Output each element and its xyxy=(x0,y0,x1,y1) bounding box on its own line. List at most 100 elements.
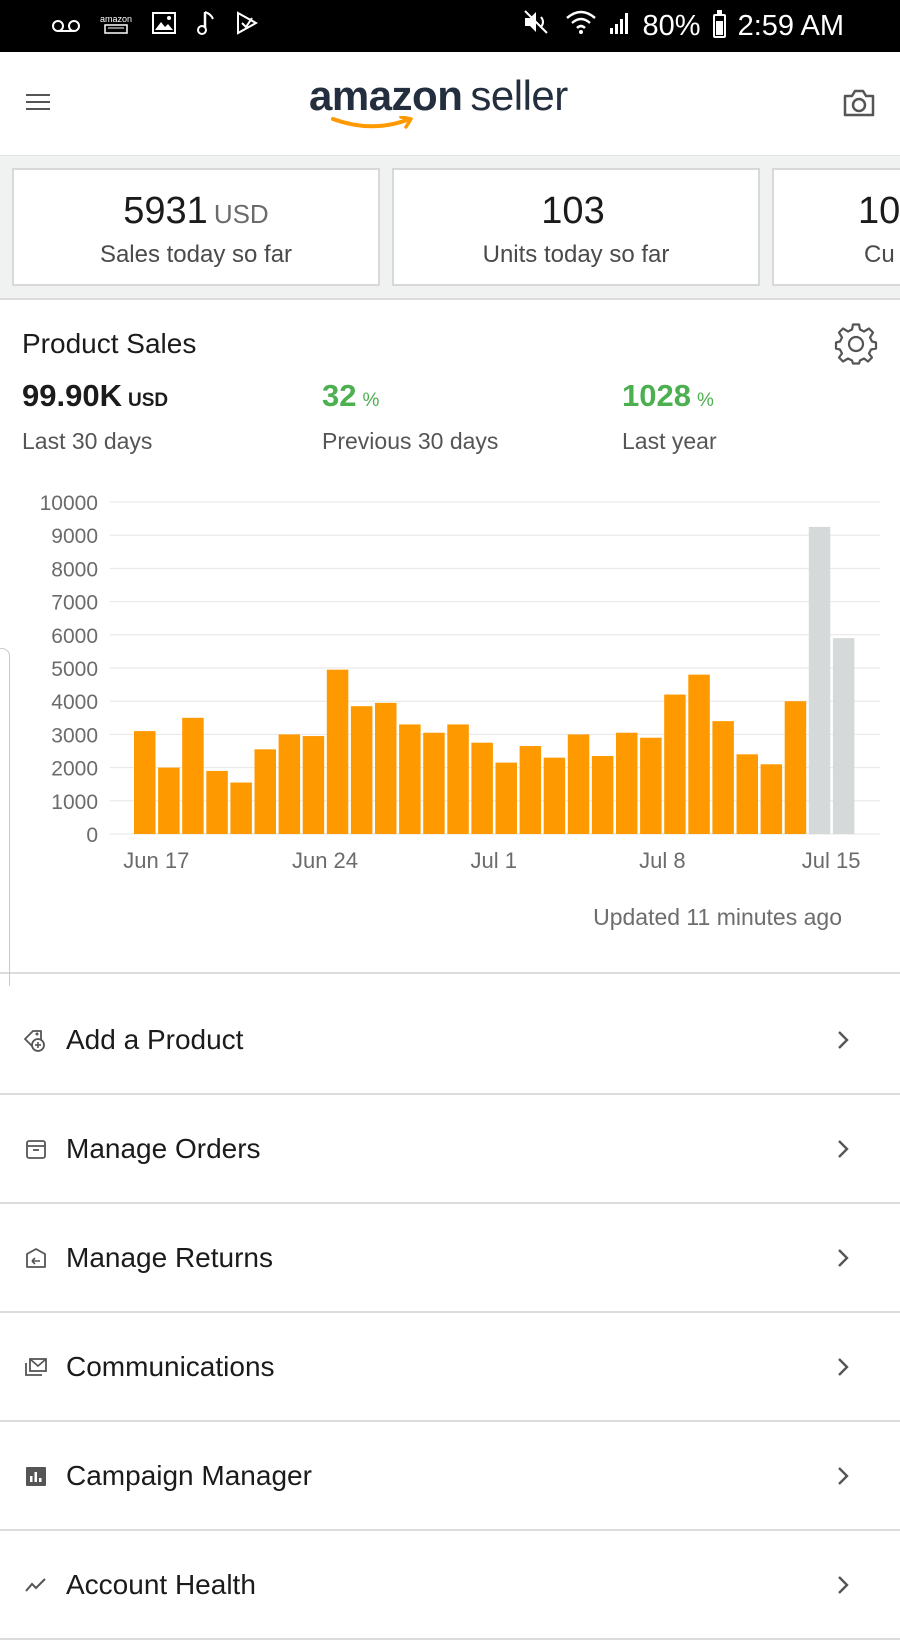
sales-bar[interactable] xyxy=(254,749,277,834)
stat-value: 99.90K xyxy=(22,378,122,413)
menu-item-label: Manage Orders xyxy=(66,1132,261,1164)
seller-menu-list: Add a Product Manage Orders Manage Retur… xyxy=(0,986,900,1640)
sales-bar[interactable] xyxy=(350,706,373,834)
menu-item-account-health[interactable]: Account Health xyxy=(0,1531,900,1640)
sales-bar[interactable] xyxy=(278,734,301,834)
amazon-notification-icon: amazon xyxy=(100,14,132,38)
metric-card-sales[interactable]: 5931 USD Sales today so far xyxy=(12,168,380,286)
sales-bar[interactable] xyxy=(375,702,397,834)
metric-label: Sales today so far xyxy=(99,241,293,268)
projection-bar[interactable] xyxy=(832,638,855,834)
menu-item-add-product[interactable]: Add a Product xyxy=(0,986,900,1095)
clock: 2:59 AM xyxy=(737,9,844,42)
sales-bar[interactable] xyxy=(182,717,204,834)
camera-icon[interactable] xyxy=(842,88,876,118)
app-header: amazon seller xyxy=(0,52,900,156)
sales-bar[interactable] xyxy=(423,732,445,834)
x-tick-label: Jul 15 xyxy=(802,848,861,873)
sales-bar[interactable] xyxy=(664,694,686,834)
sales-bar[interactable] xyxy=(399,724,421,834)
battery-icon xyxy=(712,10,726,38)
y-tick-label: 6000 xyxy=(51,625,98,648)
metric-value: 5931 USD xyxy=(123,190,269,232)
y-tick-label: 7000 xyxy=(51,592,98,615)
sales-bar[interactable] xyxy=(134,731,156,834)
voicemail-icon xyxy=(52,13,80,39)
product-sales-panel: Product Sales 99.90K USD Last 30 days 32%… xyxy=(0,300,900,974)
menu-item-manage-returns[interactable]: Manage Returns xyxy=(0,1204,900,1313)
chevron-right-icon xyxy=(838,1139,849,1158)
y-tick-label: 2000 xyxy=(51,758,98,781)
menu-item-communications[interactable]: Communications xyxy=(0,1313,900,1422)
hamburger-menu-icon[interactable] xyxy=(26,94,50,112)
menu-item-manage-orders[interactable]: Manage Orders xyxy=(0,1095,900,1204)
menu-item-label: Account Health xyxy=(66,1568,256,1600)
wifi-icon xyxy=(565,9,597,43)
sales-bar[interactable] xyxy=(736,754,759,834)
menu-item-label: Campaign Manager xyxy=(66,1459,312,1491)
sales-bar[interactable] xyxy=(640,737,662,834)
metric-value: 10 xyxy=(858,190,900,232)
sales-bar[interactable] xyxy=(543,757,566,834)
menu-item-label: Communications xyxy=(66,1350,275,1382)
sales-bar[interactable] xyxy=(567,734,590,834)
sales-bar[interactable] xyxy=(302,736,325,834)
chevron-right-icon xyxy=(838,1466,849,1485)
sales-bar[interactable] xyxy=(591,755,614,834)
y-tick-label: 0 xyxy=(86,824,98,847)
updated-timestamp: Updated 11 minutes ago xyxy=(593,904,842,930)
status-bar: amazon 80% 2:59 AM xyxy=(0,0,900,52)
x-tick-label: Jun 24 xyxy=(292,848,358,873)
product-sales-title: Product Sales xyxy=(22,328,197,359)
metric-card-units[interactable]: 103 Units today so far xyxy=(392,168,760,286)
trend-icon xyxy=(25,1577,46,1592)
stat-last-year: 1028% Last year xyxy=(622,378,717,455)
y-tick-label: 4000 xyxy=(51,691,98,714)
chevron-right-icon xyxy=(838,1575,849,1594)
stat-unit: % xyxy=(696,390,714,411)
sales-bar[interactable] xyxy=(688,674,710,834)
metrics-carousel[interactable]: 5931 USD Sales today so far 103 Units tod… xyxy=(0,156,900,300)
sales-bar[interactable] xyxy=(230,782,252,834)
stat-value: 1028 xyxy=(622,378,691,413)
stat-label: Previous 30 days xyxy=(322,428,499,454)
music-icon xyxy=(196,10,216,42)
metric-label: Units today so far xyxy=(482,241,670,268)
sales-bar[interactable] xyxy=(447,724,469,834)
sales-bar[interactable] xyxy=(206,770,228,834)
metric-card-partial[interactable]: 10 Cu xyxy=(772,168,900,286)
sales-bar[interactable] xyxy=(519,746,542,834)
menu-item-label: Add a Product xyxy=(66,1023,244,1055)
sales-bar[interactable] xyxy=(784,701,807,834)
sales-bar[interactable] xyxy=(471,742,493,834)
sales-bar[interactable] xyxy=(326,669,349,834)
sales-bar[interactable] xyxy=(158,767,180,834)
menu-item-campaign-manager[interactable]: Campaign Manager xyxy=(0,1422,900,1531)
y-tick-label: 10000 xyxy=(40,492,98,515)
stat-unit: % xyxy=(362,390,380,411)
gear-icon[interactable] xyxy=(834,322,878,366)
notification-icons: amazon xyxy=(52,10,259,42)
sales-bar[interactable] xyxy=(712,721,734,834)
system-status: 80% 2:59 AM xyxy=(523,9,844,43)
edge-panel-handle[interactable] xyxy=(0,648,10,1024)
chevron-right-icon xyxy=(838,1357,849,1376)
mute-icon xyxy=(523,9,553,43)
metric-value: 103 xyxy=(541,190,605,232)
projection-bar[interactable] xyxy=(808,526,831,834)
signal-icon xyxy=(609,10,631,43)
stat-last-30-days: 99.90K USD Last 30 days xyxy=(22,378,168,455)
battery-percent: 80% xyxy=(642,9,701,42)
sales-bar[interactable] xyxy=(760,764,783,834)
amazon-seller-logo: amazon seller xyxy=(309,72,568,120)
y-tick-label: 9000 xyxy=(51,525,98,548)
x-tick-label: Jul 8 xyxy=(639,848,685,873)
metric-unit: USD xyxy=(213,199,269,229)
x-tick-label: Jul 1 xyxy=(470,848,516,873)
metric-label: Cu xyxy=(864,241,895,268)
mail-icon xyxy=(25,1357,47,1376)
sales-bar[interactable] xyxy=(495,762,518,834)
amazon-smile-icon xyxy=(331,116,413,129)
tag-plus-icon xyxy=(24,1029,45,1052)
sales-bar[interactable] xyxy=(616,732,638,834)
